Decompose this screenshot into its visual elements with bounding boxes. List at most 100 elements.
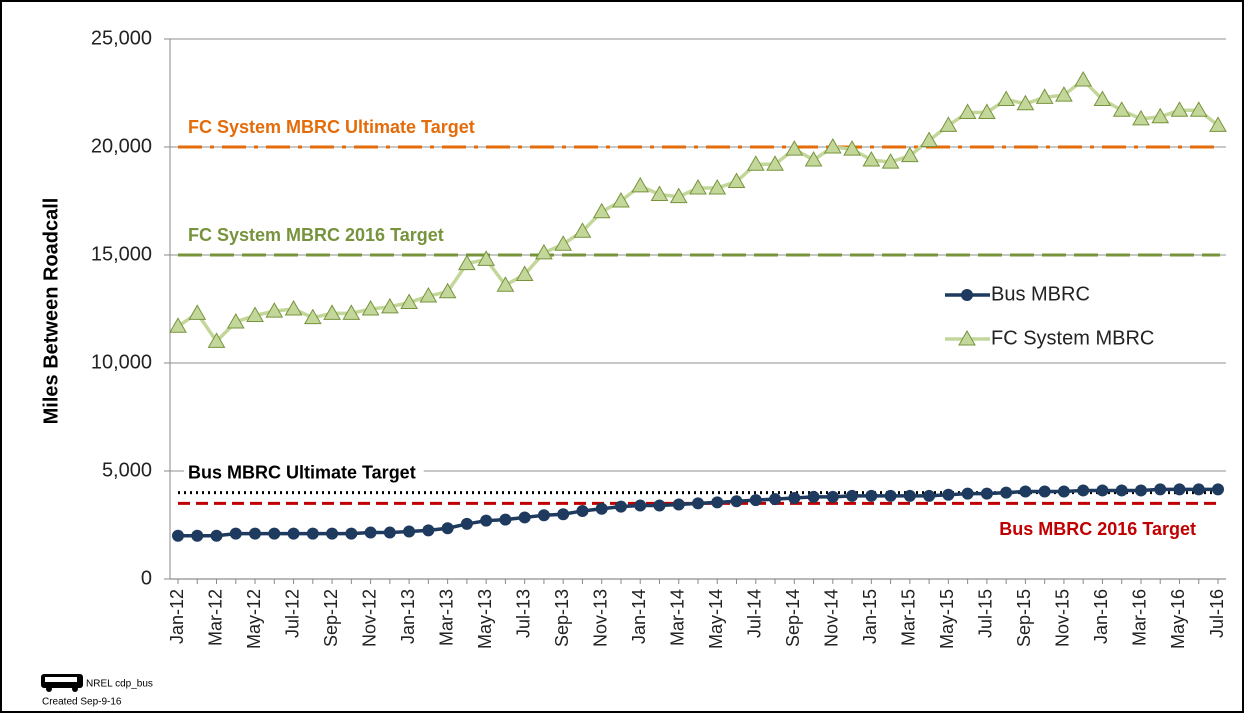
y-tick-label: 25,000 xyxy=(91,27,152,49)
data-point xyxy=(1170,101,1189,117)
data-point xyxy=(268,527,281,540)
data-point xyxy=(614,500,627,513)
data-point xyxy=(746,155,765,171)
data-point xyxy=(1151,107,1170,124)
x-tick-label: Mar-14 xyxy=(667,589,687,646)
data-point xyxy=(769,493,782,506)
x-tick-label: Sep-12 xyxy=(321,589,341,647)
x-tick-label: Mar-16 xyxy=(1130,589,1150,646)
x-tick-label: May-16 xyxy=(1168,589,1188,649)
data-point xyxy=(400,293,418,310)
x-tick-label: Sep-15 xyxy=(1014,589,1034,647)
data-point xyxy=(669,187,688,204)
x-tick-label: May-14 xyxy=(706,589,726,649)
data-point xyxy=(345,527,358,540)
data-point xyxy=(284,299,303,316)
target-label: Bus MBRC Ultimate Target xyxy=(188,462,416,482)
x-tick-label: Nov-15 xyxy=(1053,589,1073,647)
data-point xyxy=(188,304,207,320)
data-point xyxy=(403,525,416,538)
data-point xyxy=(785,140,804,156)
footer-text: Created Sep-9-16 xyxy=(42,697,122,708)
data-point xyxy=(249,527,262,540)
x-tick-label: May-15 xyxy=(937,589,957,649)
data-point xyxy=(1212,483,1224,496)
data-point xyxy=(1189,101,1208,117)
data-point xyxy=(342,304,361,320)
data-point xyxy=(537,509,550,522)
data-point xyxy=(246,306,264,322)
data-point xyxy=(422,524,435,537)
data-point xyxy=(634,499,647,512)
data-point xyxy=(554,235,573,251)
data-point xyxy=(1035,88,1054,104)
x-tick-label: Jan-13 xyxy=(398,589,418,644)
data-point xyxy=(1209,116,1227,132)
target-label: FC System MBRC 2016 Target xyxy=(188,225,444,245)
x-tick-label: May-13 xyxy=(475,589,495,649)
footer-icon xyxy=(41,674,83,692)
data-point xyxy=(303,308,322,325)
x-tick-label: Sep-14 xyxy=(783,589,803,647)
footer-text: NREL cdp_bus xyxy=(86,679,153,690)
x-tick-label: May-12 xyxy=(244,589,264,649)
data-point xyxy=(477,250,496,266)
data-point xyxy=(1077,484,1090,497)
data-point xyxy=(265,302,284,318)
data-point xyxy=(380,297,399,314)
data-point xyxy=(172,529,184,542)
x-tick-label: Jan-12 xyxy=(167,589,187,644)
data-point xyxy=(807,490,820,503)
data-point xyxy=(364,526,377,539)
y-tick-label: 15,000 xyxy=(91,243,152,265)
data-point xyxy=(692,497,704,510)
label-background xyxy=(184,224,452,245)
x-tick-label: Jul-14 xyxy=(745,589,765,638)
data-point xyxy=(458,254,476,271)
data-point xyxy=(306,527,319,540)
data-point xyxy=(923,489,936,502)
data-point xyxy=(499,513,512,526)
data-point xyxy=(441,522,454,535)
data-point xyxy=(766,155,784,171)
data-point xyxy=(480,514,493,527)
data-point xyxy=(1154,483,1167,496)
data-point xyxy=(884,489,897,502)
data-point xyxy=(711,496,724,509)
data-point xyxy=(576,504,589,517)
data-point xyxy=(1112,101,1131,117)
target-label: Bus MBRC 2016 Target xyxy=(999,519,1196,539)
data-point xyxy=(210,529,223,542)
y-tick-label: 5,000 xyxy=(102,459,152,481)
data-point xyxy=(515,265,534,281)
data-point xyxy=(939,116,958,132)
data-point xyxy=(961,487,974,500)
x-tick-label: Mar-12 xyxy=(205,589,225,646)
data-point xyxy=(1074,71,1093,87)
data-point xyxy=(1173,483,1186,496)
data-point xyxy=(226,312,245,329)
data-point xyxy=(631,176,650,193)
data-point xyxy=(207,332,226,348)
data-point xyxy=(326,527,339,540)
data-point xyxy=(708,179,727,195)
data-point xyxy=(823,137,842,154)
data-point xyxy=(612,191,630,208)
data-point xyxy=(900,146,919,163)
x-tick-label: Jan-14 xyxy=(629,589,649,644)
x-tick-label: Nov-14 xyxy=(822,589,842,647)
data-point xyxy=(1019,485,1032,498)
data-point xyxy=(419,287,438,303)
data-point xyxy=(229,527,242,540)
x-tick-label: Jan-16 xyxy=(1091,589,1111,644)
data-point xyxy=(650,185,669,202)
data-point xyxy=(438,282,457,299)
y-tick-label: 20,000 xyxy=(91,135,152,157)
data-point xyxy=(730,495,743,508)
data-point xyxy=(287,527,300,540)
data-point xyxy=(1134,484,1147,497)
data-point xyxy=(460,517,473,530)
data-point xyxy=(1093,90,1112,106)
target-label: FC System MBRC Ultimate Target xyxy=(188,117,475,137)
